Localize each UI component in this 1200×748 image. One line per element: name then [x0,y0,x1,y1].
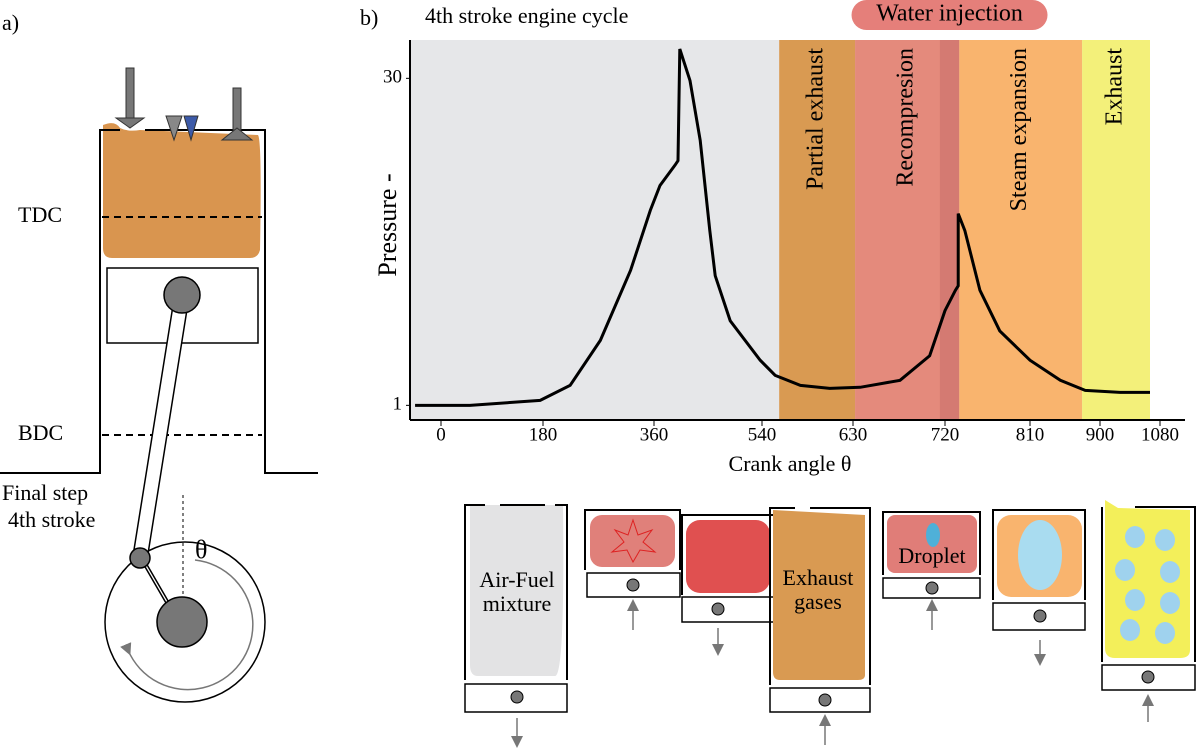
diagram-label: Exhaust [783,565,854,590]
caption: 4th stroke [8,507,95,532]
diagram-label: mixture [483,591,551,616]
x-tick-label: 900 [1086,424,1115,445]
x-tick-label: 720 [931,424,960,445]
diagram-label: Droplet [898,543,965,568]
region-label: Partial exhaust [803,48,829,190]
region-label: Steam expansion [1006,48,1032,211]
angle-label: θ [195,535,207,564]
y-tick-label: 30 [383,67,402,88]
region [779,40,856,420]
panel-label: b) [360,5,378,30]
diagram-label: Air-Fuel [479,567,554,592]
panel-label: a) [2,10,19,35]
region-label: Recompresion [893,48,919,187]
region-label: Exhaust [1102,48,1128,126]
stroke-diagrams [464,500,1196,748]
annotation: Water injection [876,1,1023,27]
diagram-label: gases [794,589,842,614]
y-tick-label: 1 [393,394,403,415]
annotation-pill [851,0,1048,30]
x-tick-label: 0 [436,424,446,445]
x-tick-label: 630 [839,424,868,445]
x-tick-label: 360 [640,424,669,445]
region [1082,40,1150,420]
x-tick-label: 180 [529,424,558,445]
x-tick-label: 1080 [1141,424,1179,445]
chart-title: 4th stroke engine cycle [425,3,628,28]
x-axis-label: Crank angle θ [729,451,852,476]
tdc-label: TDC [18,202,62,227]
chart: Partial exhaust Recompresion Steam expansi… [383,0,1185,445]
y-axis-label: Pressure - [373,173,402,276]
bdc-label: BDC [18,420,63,445]
region [959,40,1083,420]
x-tick-label: 540 [748,424,777,445]
x-tick-label: 810 [1016,424,1045,445]
pressure-line [415,48,1150,407]
engine-diagram [0,67,318,703]
water-injection [939,40,960,420]
caption: Final step [2,480,88,505]
